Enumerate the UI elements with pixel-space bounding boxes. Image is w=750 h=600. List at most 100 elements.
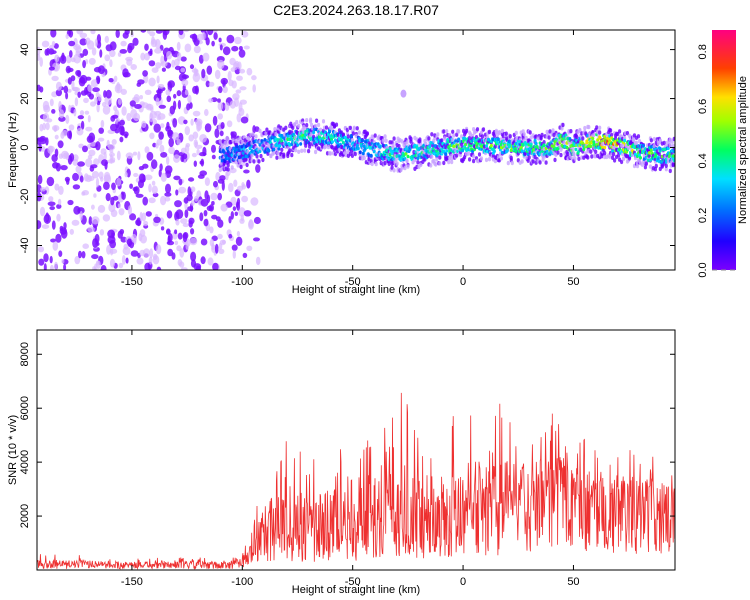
signal-halo-cell	[282, 154, 286, 159]
signal-halo-cell	[321, 119, 326, 124]
noise-cell	[144, 174, 153, 181]
noise-cell	[159, 163, 163, 172]
noise-cell	[38, 258, 45, 266]
signal-halo-cell	[406, 164, 410, 169]
noise-cell	[178, 186, 187, 194]
noise-cell	[188, 134, 194, 142]
noise-cell	[39, 86, 44, 93]
colorbar-gradient	[712, 30, 736, 270]
noise-cell	[156, 89, 163, 94]
noise-cell	[194, 195, 199, 202]
signal-halo-cell	[350, 153, 354, 158]
noise-cell	[174, 240, 179, 246]
noise-cell	[52, 125, 60, 132]
noise-cell	[63, 263, 67, 270]
noise-cell	[43, 253, 49, 263]
noise-cell	[61, 130, 69, 137]
noise-cell	[234, 36, 242, 45]
noise-cell	[90, 101, 96, 107]
signal-halo-cell	[315, 118, 319, 123]
noise-cell	[96, 260, 100, 266]
signal-cell	[369, 154, 373, 158]
noise-cell	[231, 45, 239, 52]
signal-cell	[272, 147, 276, 152]
signal-halo-cell	[394, 157, 398, 162]
signal-halo-cell	[434, 162, 438, 167]
noise-cell	[149, 248, 154, 259]
signal-cell	[589, 144, 593, 149]
signal-cell	[416, 156, 420, 161]
signal-halo-cell	[662, 140, 666, 146]
noise-cell	[72, 158, 79, 166]
signal-halo-cell	[219, 161, 223, 166]
noise-cell	[149, 113, 154, 123]
noise-cell	[74, 255, 81, 265]
noise-cell	[180, 218, 188, 224]
noise-cell	[199, 134, 208, 143]
noise-cell	[77, 91, 81, 98]
noise-cell	[49, 98, 54, 107]
noise-cell	[221, 239, 226, 245]
noise-cell	[65, 65, 71, 74]
y-tick-label: 6000	[19, 396, 31, 420]
y-tick-label: -20	[19, 189, 31, 205]
noise-cell	[167, 248, 174, 257]
noise-cell	[148, 183, 152, 193]
noise-cell	[87, 154, 93, 160]
noise-cell	[145, 103, 154, 111]
signal-halo-cell	[524, 135, 528, 141]
noise-cell	[56, 213, 61, 222]
noise-cell	[196, 121, 202, 131]
colorbar-label: Normalized spectral amplitude	[737, 76, 749, 224]
noise-cell	[98, 127, 104, 134]
noise-cell	[167, 129, 174, 139]
noise-cell	[162, 30, 170, 36]
signal-cell	[487, 138, 490, 142]
signal-cell	[658, 147, 662, 151]
noise-cell	[52, 162, 59, 169]
signal-halo-cell	[481, 127, 486, 132]
noise-cell	[121, 255, 126, 265]
noise-cell	[48, 66, 55, 71]
noise-cell	[90, 79, 99, 88]
noise-cell	[133, 172, 139, 178]
signal-cell	[623, 138, 627, 143]
noise-cell	[74, 97, 79, 107]
noise-cell	[91, 254, 99, 260]
signal-halo-cell	[317, 122, 321, 128]
signal-cell	[303, 135, 307, 140]
noise-cell	[85, 76, 92, 81]
noise-cell	[87, 226, 95, 233]
noise-cell	[232, 250, 236, 259]
signal-cell	[568, 137, 572, 141]
noise-cell	[183, 30, 190, 33]
noise-cell	[180, 56, 187, 62]
noise-cell	[117, 98, 122, 105]
signal-halo-cell	[475, 127, 480, 132]
signal-cell	[235, 145, 239, 149]
signal-halo-cell	[328, 151, 333, 156]
signal-halo-cell	[492, 133, 496, 139]
noise-cell	[63, 85, 69, 94]
signal-halo-cell	[620, 159, 624, 165]
signal-halo-cell	[238, 159, 242, 164]
noise-cell	[88, 57, 96, 65]
signal-cell	[461, 148, 465, 153]
signal-halo-cell	[450, 159, 454, 165]
signal-halo-cell	[508, 134, 512, 139]
signal-halo-cell	[594, 149, 598, 154]
noise-cell	[238, 207, 246, 217]
noise-cell	[80, 120, 85, 130]
noise-cell	[92, 87, 100, 93]
noise-cell	[78, 250, 82, 259]
signal-halo-cell	[261, 157, 265, 163]
signal-cell	[672, 149, 675, 154]
noise-cell	[42, 122, 47, 131]
noise-cell	[218, 242, 223, 250]
noise-cell	[37, 46, 41, 56]
noise-cell	[176, 41, 181, 51]
signal-halo-cell	[265, 127, 269, 132]
signal-cell	[241, 151, 245, 155]
snr-frame	[36, 329, 676, 571]
signal-halo-cell	[553, 157, 557, 163]
